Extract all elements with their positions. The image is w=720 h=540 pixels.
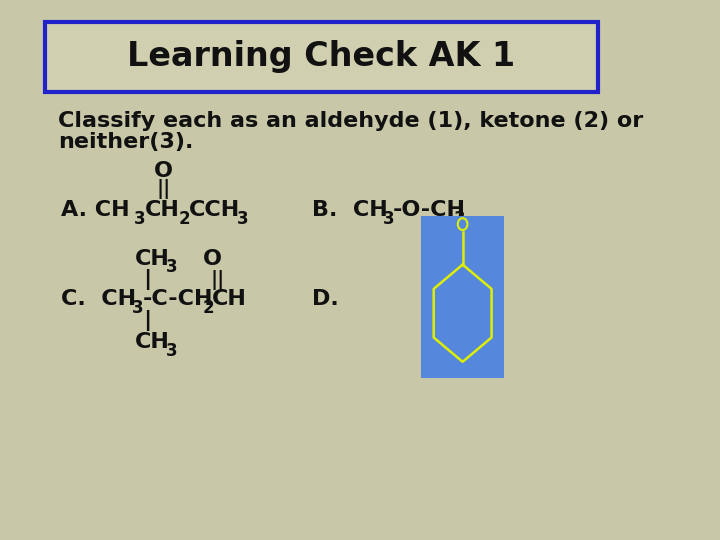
Text: O: O [154, 161, 174, 181]
Text: |: | [143, 269, 151, 290]
Text: CH: CH [212, 289, 246, 309]
Text: C.  CH: C. CH [61, 289, 136, 309]
Ellipse shape [458, 218, 467, 230]
Text: 3: 3 [454, 210, 465, 227]
Text: B.  CH: B. CH [312, 200, 387, 220]
Text: 3: 3 [237, 210, 248, 227]
Text: 2: 2 [202, 299, 214, 316]
Text: 3: 3 [166, 342, 177, 360]
Text: O: O [202, 248, 221, 268]
Bar [421, 216, 505, 378]
Text: CCH: CCH [189, 200, 240, 220]
Text: CH: CH [135, 248, 170, 268]
Text: 3: 3 [134, 210, 145, 227]
Text: 3: 3 [132, 299, 144, 316]
Text: neither(3).: neither(3). [58, 132, 193, 152]
FancyBboxPatch shape [45, 22, 598, 92]
Text: CH: CH [145, 200, 180, 220]
Text: 3: 3 [383, 210, 395, 227]
Text: -O-CH: -O-CH [393, 200, 467, 220]
Text: 3: 3 [166, 258, 177, 276]
Text: ||: || [211, 270, 225, 290]
Text: ||: || [157, 179, 171, 199]
Text: CH: CH [135, 332, 170, 352]
Text: 2: 2 [179, 210, 190, 227]
Text: -C-CH: -C-CH [143, 289, 213, 309]
Text: D.: D. [312, 289, 338, 309]
Text: A. CH: A. CH [61, 200, 130, 220]
Text: Learning Check AK 1: Learning Check AK 1 [127, 40, 516, 73]
Text: Classify each as an aldehyde (1), ketone (2) or: Classify each as an aldehyde (1), ketone… [58, 111, 643, 131]
Text: |: | [143, 310, 151, 331]
